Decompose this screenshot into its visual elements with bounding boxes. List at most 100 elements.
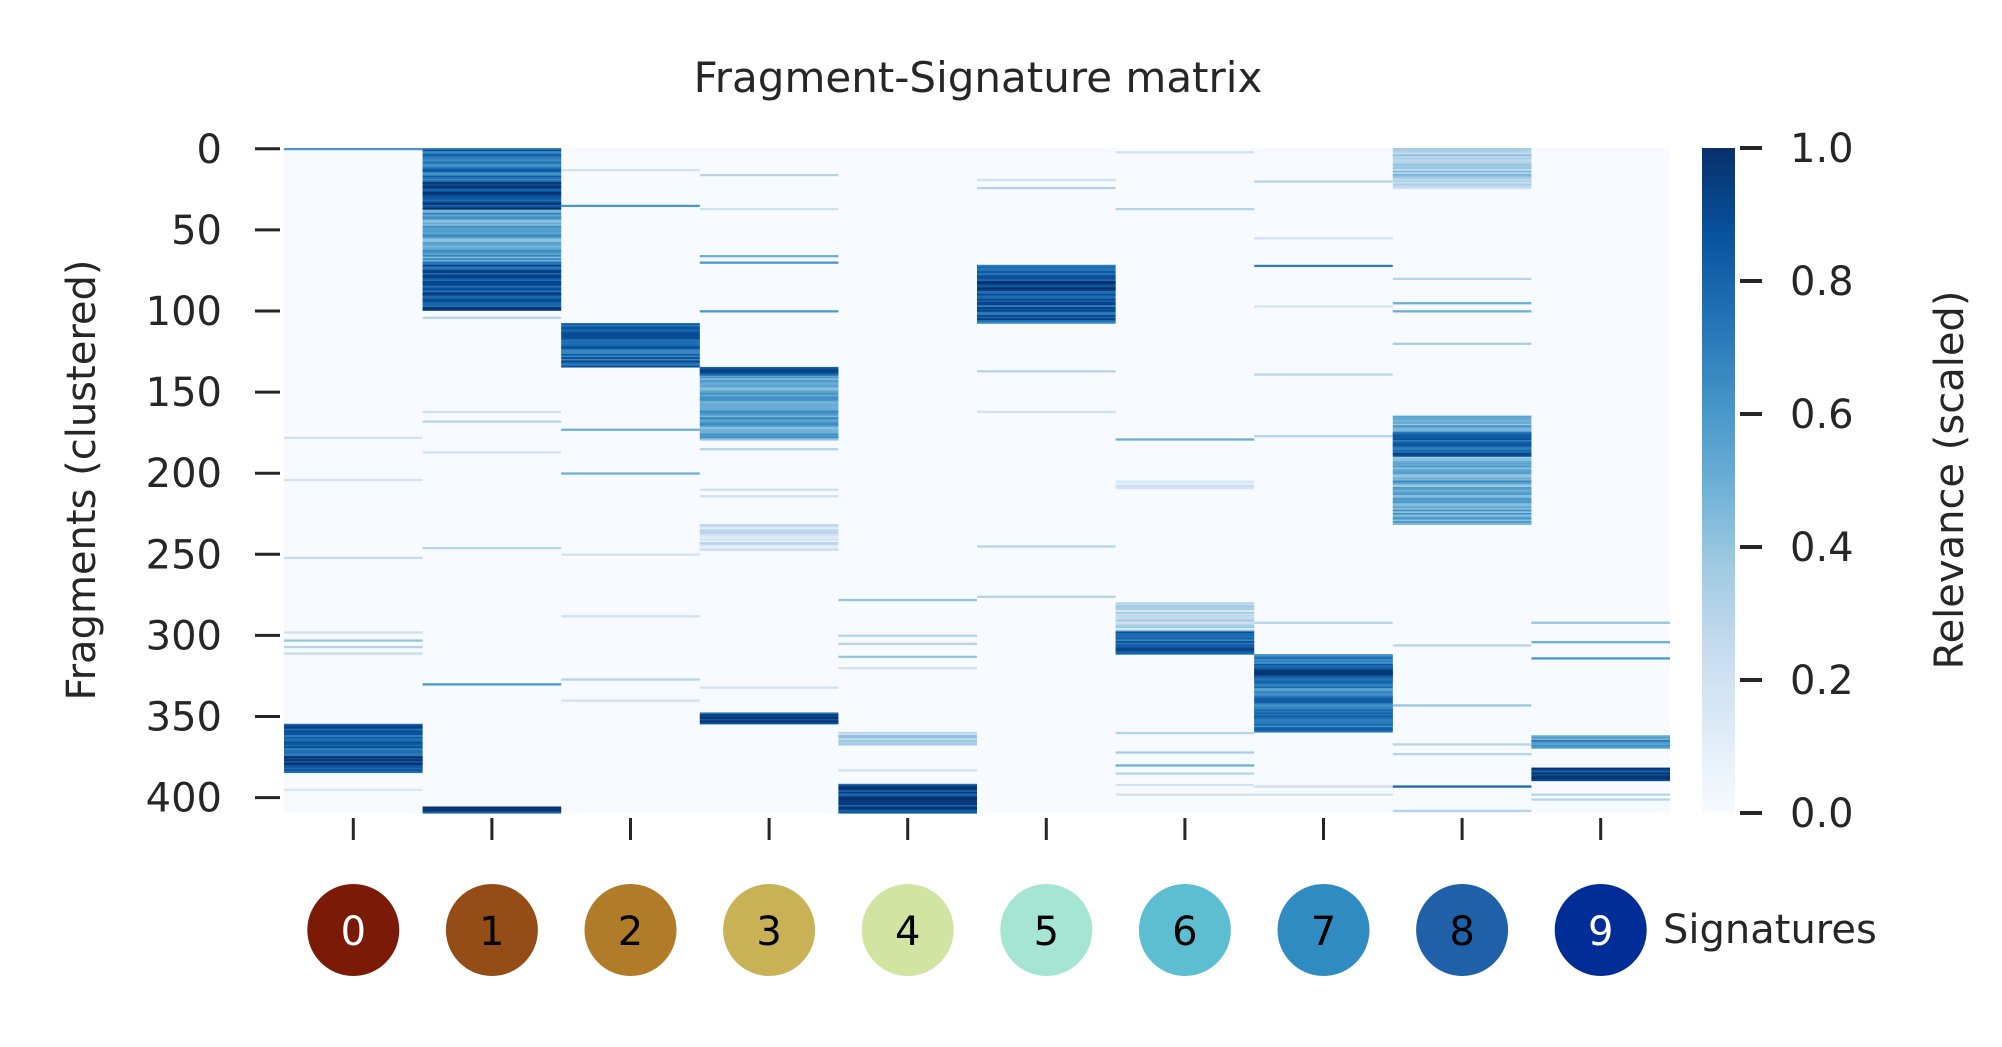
heatmap-cell [561,352,700,355]
heatmap-line [1115,751,1255,754]
heatmap-cell [1392,420,1532,423]
heatmap-line [1115,438,1255,441]
heatmap-cell [838,809,977,812]
heatmap-cell [1392,426,1532,430]
heatmap-cell [977,319,1116,323]
heatmap-cell [284,741,423,744]
heatmap-line [699,208,839,211]
heatmap-cell [1254,715,1393,718]
heatmap-line [1531,798,1670,801]
heatmap-cell [422,154,562,157]
heatmap-cell [1392,483,1532,486]
heatmap-cell [838,806,977,809]
heatmap-cell [284,757,423,761]
heatmap-cell [1392,172,1532,175]
heatmap-cell [422,297,562,300]
heatmap-cell [1115,639,1255,642]
heatmap-cell [699,422,839,425]
signature-circle-5 [1000,884,1093,976]
heatmap-cell [1392,459,1532,462]
heatmap-cell [1531,772,1670,775]
heatmap-cell [561,350,700,353]
heatmap-cell [284,754,423,757]
heatmap-cell [699,386,839,389]
heatmap-cell [1115,613,1255,616]
heatmap-cell [1115,480,1255,483]
heatmap-cell [977,281,1116,284]
heatmap-cell [838,800,977,803]
heatmap-cell [699,394,839,397]
heatmap-cell [1392,498,1532,501]
heatmap-cell [838,743,977,746]
heatmap-cell [699,530,839,533]
heatmap-cell [977,266,1116,269]
heatmap-cell [1531,778,1670,782]
heatmap-line [561,699,700,702]
heatmap-cell [1392,465,1532,469]
heatmap-cell [422,245,562,248]
heatmap-cell [1115,483,1255,486]
colorbar-tick-label: 0.8 [1790,259,1854,305]
heatmap-cell [1392,514,1532,517]
heatmap-cell [1254,675,1393,678]
heatmap-cell [699,425,839,428]
heatmap-cell [422,156,562,159]
heatmap-cell [1531,744,1670,748]
heatmap-line [284,478,423,482]
heatmap-cell [699,401,839,404]
heatmap-column-signature-9 [1531,621,1670,801]
heatmap-cell [699,722,839,725]
heatmap-cell [1115,602,1255,605]
heatmap-cell [1115,619,1255,623]
heatmap-cell [422,149,562,152]
heatmap-cell [977,264,1116,267]
heatmap-cell [1254,680,1393,683]
heatmap-cell [284,769,423,772]
heatmap-cell [699,414,839,417]
heatmap-line [1254,180,1393,183]
heatmap-cell [284,765,423,769]
heatmap-cell [1115,611,1255,615]
heatmap-line [1254,237,1393,240]
heatmap-cell [1392,164,1532,167]
heatmap-cell [422,289,562,292]
heatmap-cell [1254,699,1393,702]
signature-label-9: 9 [1588,909,1613,955]
heatmap-cell [1531,767,1670,770]
heatmap-cell [1392,170,1532,173]
heatmap-cell [1115,647,1255,650]
heatmap-line [1392,310,1532,313]
heatmap-cell [1392,428,1532,431]
signature-legend: 0 1 2 3 4 5 6 7 8 9 [307,884,1647,976]
heatmap-cell [699,405,839,409]
heatmap-cell [1254,657,1393,660]
heatmap-cell [422,250,562,253]
heatmap-cell [977,279,1116,282]
heatmap-cell [422,240,562,243]
heatmap-cell [284,148,423,151]
heatmap-cell [1392,488,1532,491]
heatmap-cell [1392,423,1532,426]
heatmap-cell [561,353,700,357]
heatmap-cell [838,798,977,801]
signature-circle-6 [1138,884,1231,976]
heatmap-cell [1115,642,1255,645]
heatmap-cell [422,159,562,162]
heatmap-cell [1115,624,1255,628]
heatmap-cell [1254,670,1393,673]
heatmap-cell [422,308,562,311]
heatmap-column-signature-5 [977,178,1116,598]
heatmap-cell [1392,461,1532,464]
heatmap-cell [561,326,700,329]
heatmap-line [1115,731,1255,735]
heatmap-cell [284,736,423,739]
heatmap-cell [977,269,1116,272]
heatmap-cell [1115,603,1255,606]
heatmap-line [977,186,1116,190]
heatmap-cell [284,770,423,774]
heatmap-line [1115,783,1255,787]
heatmap-cell [284,748,423,751]
heatmap-cell [838,788,977,791]
heatmap-cell [561,362,700,365]
heatmap-cell [1254,681,1393,684]
